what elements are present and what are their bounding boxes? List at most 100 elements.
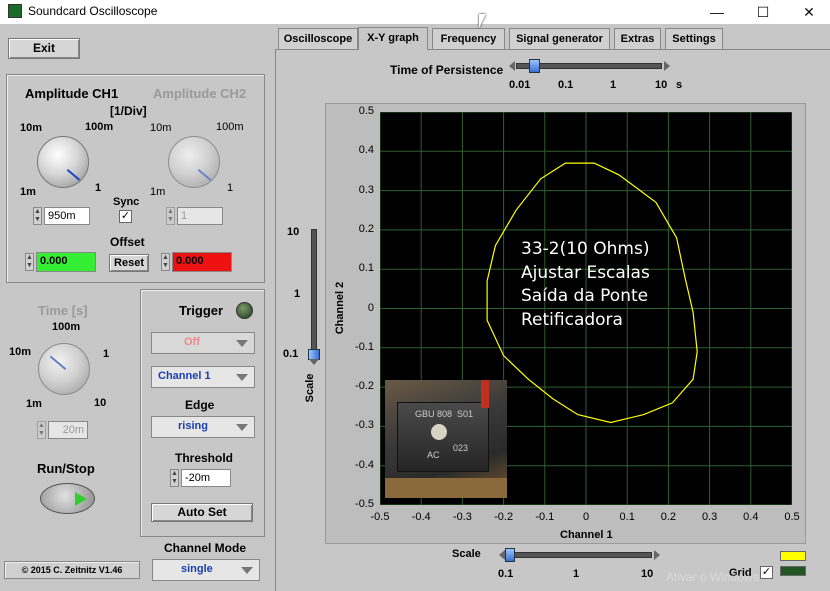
ch1-amplitude-knob[interactable] <box>37 136 89 188</box>
ch1-amplitude-field[interactable]: 950m <box>44 207 90 225</box>
trigger-channel-value: Channel 1 <box>158 370 211 382</box>
tab-frequency[interactable]: Frequency <box>432 28 505 49</box>
trace-color-swatch[interactable] <box>780 551 806 561</box>
slider-left-arrow-icon[interactable] <box>509 61 515 71</box>
amplitude-panel <box>6 74 265 283</box>
annotation-line-1: 33-2(10 Ohms) <box>521 239 650 259</box>
copyright-label: © 2015 C. Zeitnitz V1.46 <box>4 561 140 579</box>
run-stop-button[interactable] <box>40 483 95 514</box>
persistence-slider-thumb[interactable] <box>529 59 540 73</box>
photo-label-code: 023 <box>453 443 469 453</box>
hscale-tick-0.1: 0.1 <box>498 568 514 580</box>
y-axis-label: Channel 2 <box>334 281 346 335</box>
knob-indicator <box>197 169 212 181</box>
tab-xy-graph[interactable]: X-Y graph <box>358 27 428 50</box>
ch2-amplitude-field[interactable]: 1 <box>177 207 223 225</box>
tab-signal-generator[interactable]: Signal generator <box>509 28 610 49</box>
y-tick-label: 0.1 <box>358 262 374 275</box>
app-icon <box>8 4 22 18</box>
exit-button[interactable]: Exit <box>8 38 80 59</box>
trigger-mode-value: Off <box>184 336 200 348</box>
vscale-tick-0.1: 0.1 <box>283 348 299 360</box>
photo-label-batch: S01 <box>457 409 474 419</box>
trigger-channel-dropdown[interactable]: Channel 1 <box>151 366 255 388</box>
persistence-label: Time of Persistence <box>390 63 504 77</box>
vscale-tick-10: 10 <box>287 226 300 238</box>
mouse-cursor-icon <box>479 14 486 28</box>
tab-settings[interactable]: Settings <box>665 28 723 49</box>
auto-set-button[interactable]: Auto Set <box>151 503 253 522</box>
close-button[interactable]: ✕ <box>803 4 815 20</box>
time-tick-1: 1 <box>103 348 110 360</box>
slider-right-arrow-icon[interactable] <box>654 550 660 560</box>
ch1-tick-1: 1 <box>95 182 102 194</box>
windows-activation-watermark: Ativar o Windows <box>666 570 759 584</box>
time-tick-1m: 1m <box>26 398 42 410</box>
ch2-offset-spinner[interactable]: ▲ ▼ <box>161 253 170 271</box>
threshold-field[interactable]: -20m <box>181 469 231 487</box>
tab-extras[interactable]: Extras <box>614 28 661 49</box>
ch2-offset-field[interactable]: 0.000 <box>172 252 232 272</box>
vertical-scale-slider-track[interactable] <box>311 229 317 357</box>
ch1-offset-field[interactable]: 0.000 <box>36 252 96 272</box>
threshold-spinner[interactable]: ▲ ▼ <box>170 469 179 487</box>
ch2-value-spinner[interactable]: ▲ ▼ <box>166 207 175 225</box>
grid-color-swatch[interactable] <box>780 566 806 576</box>
x-tick-label: 0.3 <box>701 511 718 523</box>
maximize-button[interactable]: ☐ <box>756 4 770 20</box>
threshold-label: Threshold <box>175 451 234 465</box>
slider-right-arrow-icon[interactable] <box>664 61 670 71</box>
chevron-down-icon <box>236 424 248 431</box>
x-tick-label: -0.5 <box>370 511 390 523</box>
pcb-strip <box>385 478 507 498</box>
horizontal-scale-slider-track[interactable] <box>506 552 652 558</box>
ch1-offset-spinner[interactable]: ▲ ▼ <box>25 253 34 271</box>
y-tick-label: -0.5 <box>355 498 374 510</box>
red-wire <box>481 380 489 408</box>
y-tick-label: -0.4 <box>355 458 374 471</box>
ch2-amplitude-knob[interactable] <box>168 136 220 188</box>
time-label: Time [s] <box>38 303 88 318</box>
channel-mode-value: single <box>181 563 213 575</box>
edge-label: Edge <box>185 398 215 412</box>
ch2-tick-1m: 1m <box>150 186 166 198</box>
photo-label-part: GBU 808 <box>415 409 453 419</box>
xy-trace <box>486 162 698 424</box>
x-tick-label: -0.1 <box>535 511 555 523</box>
minimize-button[interactable]: — <box>710 4 724 20</box>
channel-mode-label: Channel Mode <box>164 541 247 555</box>
persistence-tick-2: 1 <box>610 79 617 91</box>
trigger-led <box>236 302 253 319</box>
trigger-mode-dropdown[interactable]: Off <box>151 332 255 354</box>
grid-label: Grid <box>729 567 752 579</box>
ch2-tick-100m: 100m <box>216 121 244 133</box>
y-tick-label: -0.3 <box>355 419 374 432</box>
edge-dropdown[interactable]: rising <box>151 416 255 438</box>
reset-button[interactable]: Reset <box>109 254 149 272</box>
time-spinner[interactable]: ▲ ▼ <box>37 421 46 439</box>
ch1-tick-100m: 100m <box>85 121 114 133</box>
slider-down-arrow-icon[interactable] <box>309 359 319 365</box>
grid-checkbox[interactable]: ✓ <box>760 566 773 579</box>
x-tick-label: -0.2 <box>494 511 514 523</box>
annotation-line-3: Saída da Ponte <box>521 286 649 306</box>
ch1-value-spinner[interactable]: ▲ ▼ <box>33 207 42 225</box>
horizontal-scale-slider-thumb[interactable] <box>505 548 515 562</box>
time-knob[interactable] <box>38 343 90 395</box>
sync-checkbox[interactable]: ✓ <box>119 210 132 223</box>
annotation-line-2: Ajustar Escalas <box>521 262 650 283</box>
x-tick-label: 0.2 <box>660 511 677 523</box>
channel-mode-dropdown[interactable]: single <box>152 559 260 581</box>
x-tick-label: -0.3 <box>452 511 472 523</box>
slider-left-arrow-icon[interactable] <box>499 550 505 560</box>
persistence-tick-3: 10 <box>655 79 668 91</box>
x-tick-label: 0.4 <box>743 511 759 523</box>
chevron-down-icon <box>236 340 248 347</box>
y-tick-label: 0.2 <box>358 222 374 235</box>
tab-oscilloscope[interactable]: Oscilloscope <box>278 28 358 49</box>
time-tick-10m: 10m <box>9 346 32 358</box>
persistence-slider-track[interactable] <box>516 63 662 69</box>
mounting-hole <box>431 424 447 440</box>
time-field[interactable]: 20m <box>48 421 88 439</box>
title-bar: Soundcard Oscilloscope — ☐ ✕ <box>0 0 830 24</box>
